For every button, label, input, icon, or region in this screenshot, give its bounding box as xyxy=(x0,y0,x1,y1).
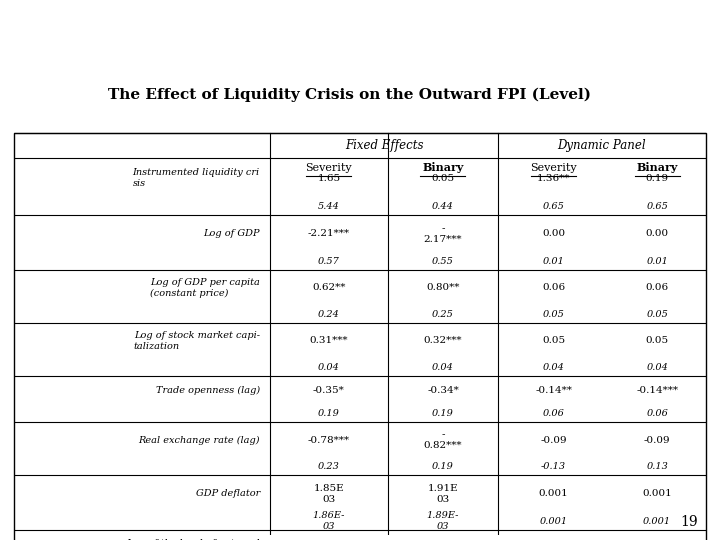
Text: 0.05: 0.05 xyxy=(647,310,668,319)
Text: Dynamic Panel: Dynamic Panel xyxy=(557,139,647,152)
Text: 0.01: 0.01 xyxy=(543,257,564,266)
Text: -0.09: -0.09 xyxy=(644,435,670,444)
Text: 0.04: 0.04 xyxy=(543,362,564,372)
Text: 0.05: 0.05 xyxy=(542,336,565,345)
Text: 0.65: 0.65 xyxy=(543,202,564,211)
Text: 0.06: 0.06 xyxy=(543,409,564,418)
Text: Severity: Severity xyxy=(305,163,352,173)
Text: 19: 19 xyxy=(681,515,698,529)
Text: 1.36**: 1.36** xyxy=(537,173,570,183)
Text: Fixed Effects: Fixed Effects xyxy=(345,139,423,152)
Text: 0.05: 0.05 xyxy=(543,310,564,319)
Text: 0.19: 0.19 xyxy=(432,462,454,471)
Text: Log of GDP per capita
(constant price): Log of GDP per capita (constant price) xyxy=(150,278,260,298)
Text: -
0.82***: - 0.82*** xyxy=(423,430,462,450)
Text: 1.86E-
03: 1.86E- 03 xyxy=(312,511,345,531)
Text: 0.06: 0.06 xyxy=(542,284,565,292)
Text: 0.65: 0.65 xyxy=(647,202,668,211)
Text: 0.19: 0.19 xyxy=(318,409,340,418)
Text: 0.62**: 0.62** xyxy=(312,284,346,292)
Text: 0.31***: 0.31*** xyxy=(310,336,348,345)
Text: 0.05: 0.05 xyxy=(646,336,669,345)
Text: 1.89E-
03: 1.89E- 03 xyxy=(427,511,459,531)
Text: 0.001: 0.001 xyxy=(643,517,671,526)
Text: 0.25: 0.25 xyxy=(432,310,454,319)
Text: Instrumented liquidity cri
sis: Instrumented liquidity cri sis xyxy=(132,168,260,188)
Text: 0.19: 0.19 xyxy=(432,409,454,418)
Text: CORNELL
UNIVERSITY: CORNELL UNIVERSITY xyxy=(37,30,71,40)
Text: 0.01: 0.01 xyxy=(647,257,668,266)
Text: 1.91E
03: 1.91E 03 xyxy=(428,484,458,504)
Text: Binary: Binary xyxy=(636,163,678,173)
Text: -2.21***: -2.21*** xyxy=(308,230,350,239)
Text: 1.65: 1.65 xyxy=(318,173,341,183)
Text: 0.00: 0.00 xyxy=(542,230,565,239)
Text: Log of GDP: Log of GDP xyxy=(203,230,260,239)
Text: 0.001: 0.001 xyxy=(539,489,568,498)
Text: 0.06: 0.06 xyxy=(647,409,668,418)
Text: Cornell University: Cornell University xyxy=(130,24,336,46)
Text: 0.05: 0.05 xyxy=(431,173,454,183)
Text: -0.78***: -0.78*** xyxy=(308,435,350,444)
Text: -0.34*: -0.34* xyxy=(427,386,459,395)
Text: 0.24: 0.24 xyxy=(318,310,340,319)
Text: 0.04: 0.04 xyxy=(432,362,454,372)
Text: GDP deflator: GDP deflator xyxy=(196,489,260,498)
Text: 0.001: 0.001 xyxy=(642,489,672,498)
Text: -0.35*: -0.35* xyxy=(313,386,345,395)
Text: 0.00: 0.00 xyxy=(646,230,669,239)
Text: 0.32***: 0.32*** xyxy=(423,336,462,345)
Text: Binary: Binary xyxy=(422,163,464,173)
Text: 5.44: 5.44 xyxy=(318,202,340,211)
Text: Real exchange rate (lag): Real exchange rate (lag) xyxy=(138,435,260,444)
Text: 0.23: 0.23 xyxy=(318,462,340,471)
Text: 1.85E
03: 1.85E 03 xyxy=(314,484,344,504)
Text: -0.14**: -0.14** xyxy=(535,386,572,395)
Text: Trade openness (lag): Trade openness (lag) xyxy=(156,386,260,395)
Text: Log of stock market capi-
talization: Log of stock market capi- talization xyxy=(134,330,260,350)
Text: -
2.17***: - 2.17*** xyxy=(423,224,462,244)
Text: 0.001: 0.001 xyxy=(539,517,567,526)
Text: -0.09: -0.09 xyxy=(540,435,567,444)
Text: 0.57: 0.57 xyxy=(318,257,340,266)
Text: 0.55: 0.55 xyxy=(432,257,454,266)
Text: 0.44: 0.44 xyxy=(432,202,454,211)
Text: 0.19: 0.19 xyxy=(646,173,669,183)
Text: The Effect of Liquidity Crisis on the Outward FPI (Level): The Effect of Liquidity Crisis on the Ou… xyxy=(108,87,591,102)
Text: -0.13: -0.13 xyxy=(541,462,566,471)
Text: Lag of the level of outward
FPI: Lag of the level of outward FPI xyxy=(126,539,260,540)
Text: 0.04: 0.04 xyxy=(318,362,340,372)
Text: -0.14***: -0.14*** xyxy=(636,386,678,395)
Text: 0.80**: 0.80** xyxy=(426,284,459,292)
Text: Severity: Severity xyxy=(530,163,577,173)
Text: 0.13: 0.13 xyxy=(647,462,668,471)
Text: 0.06: 0.06 xyxy=(646,284,669,292)
Text: 0.04: 0.04 xyxy=(647,362,668,372)
